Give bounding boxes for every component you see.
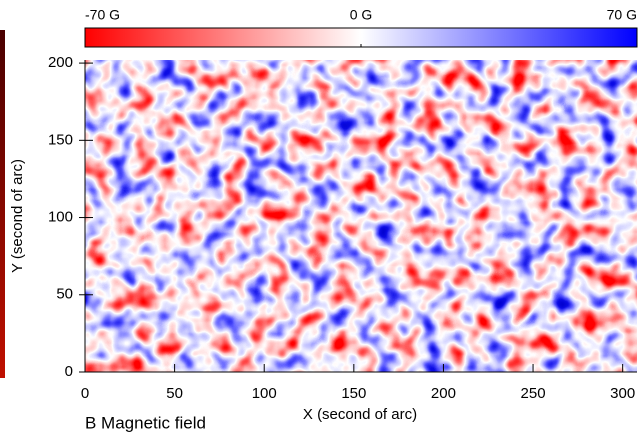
y-tick-label: 200 [48, 54, 73, 71]
field-map [85, 60, 637, 372]
x-tick-label: 0 [81, 385, 89, 402]
colorbar-tick-label: 0 G [350, 7, 373, 23]
x-tick-label: 150 [341, 385, 366, 402]
axes [79, 60, 637, 373]
x-tick-label: 200 [431, 385, 456, 402]
x-tick-label: 300 [610, 385, 635, 402]
side-bar [0, 30, 5, 378]
x-axis-label: X (second of arc) [303, 406, 417, 423]
x-tick-label: 250 [521, 385, 546, 402]
y-axis-label: Y (second of arc) [9, 159, 26, 273]
colorbar-tick-label: -70 G [85, 7, 120, 23]
y-tick-label: 100 [48, 209, 73, 226]
y-tick-label: 0 [65, 363, 73, 380]
x-tick-label: 100 [252, 385, 277, 402]
colorbar-tick-label: 70 G [607, 7, 637, 23]
x-tick-label: 50 [166, 385, 183, 402]
y-tick-label: 50 [56, 286, 73, 303]
y-tick-label: 150 [48, 131, 73, 148]
field-image [85, 60, 637, 372]
chart-title: B Magnetic field [85, 413, 206, 432]
